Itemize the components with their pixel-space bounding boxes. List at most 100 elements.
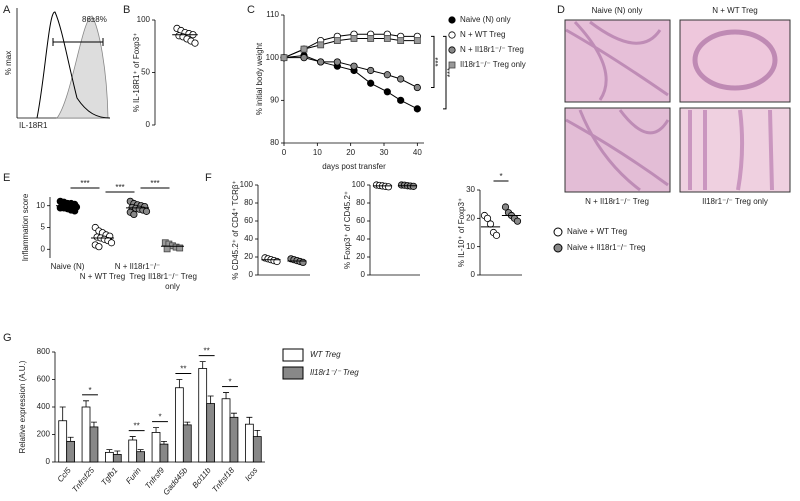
y-tick-label: 40 [244,234,253,243]
data-point [176,244,184,252]
tissue [688,109,774,191]
error-bar [106,449,113,453]
y-tick-label: 20 [356,252,365,261]
x-tick-label: 0 [282,148,287,157]
histology-panel: Naive (N) only N + WT Treg N + Il18r1⁻/⁻… [564,6,791,206]
x-axis-label: days post transfer [322,162,386,171]
data-point [299,258,307,266]
bar [221,398,231,463]
y-tick-label: 80 [244,198,253,207]
data-point [513,217,522,225]
y-tick-label: 5 [41,223,46,232]
data-point [409,182,418,190]
data-point [107,239,116,247]
significance-label: ** [204,347,210,356]
error-bar [207,395,214,404]
x-tick-label: Naive (N) [50,262,85,271]
data-point [501,203,510,211]
x-tick-label: Icos [243,466,259,483]
tissue [565,20,669,101]
bar [252,436,262,463]
x-tick-label: 40 [413,148,422,157]
bar [174,387,184,463]
x-tick-label: Bcl11b [191,465,214,489]
data-point [350,35,358,42]
tissue [692,29,778,91]
bar [105,451,114,463]
error-bar [59,406,66,421]
y-tick-label: 0 [46,457,51,466]
data-point [300,45,308,53]
data-point [397,96,405,104]
histogram-filled [56,15,109,119]
significance-label: ** [134,422,140,431]
y-tick-label: 90 [270,95,279,104]
y-tick-label: 600 [37,375,51,384]
y-tick-label: 100 [240,180,254,189]
data-point [130,210,138,219]
y-tick-label: 100 [137,15,151,24]
x-tick-label: 30 [380,148,389,157]
x-tick-label: Furin [124,465,143,485]
data-point [413,37,421,44]
bar [136,451,146,463]
data-point [448,16,456,24]
error-bar [246,416,253,425]
legend-swatch [282,348,304,362]
data-point [383,71,391,79]
x-tick-label: Gadd45b [161,465,189,496]
significance-label: *** [115,183,124,192]
y-tick-label: 0 [41,244,46,253]
legend-label: Naive + WT Treg [567,227,627,236]
significance-label: * [158,413,161,422]
significance-label: *** [80,179,89,188]
y-tick-label: 10 [36,201,45,210]
significance-label: *** [434,57,443,66]
data-point [397,75,405,83]
y-axis-label: % IL-10⁺ of Foxp3⁺ [457,198,466,267]
data-point [350,62,358,70]
data-point [383,35,391,42]
significance-label: * [499,172,502,181]
bar [128,439,138,463]
histology-label: Il18r1⁻/⁻ Treg only [702,197,768,206]
series-line [284,57,418,88]
data-point [483,214,492,222]
significance-label: * [228,378,231,387]
x-tick-label: N + Il18r1⁻/⁻ Treg [114,262,161,281]
error-bar [90,421,97,427]
data-point [486,220,495,228]
y-tick-label: 10 [466,242,475,251]
legend-label: Il18r1⁻/⁻ Treg only [460,60,526,69]
y-tick-label: 400 [37,402,51,411]
error-bar [114,450,121,455]
significance-label: * [88,386,91,395]
x-tick-label: 10 [313,148,322,157]
legend-label: Naive (N) only [460,15,511,24]
data-point [280,54,288,62]
bar [206,403,216,463]
bar [81,406,91,463]
legend-swatch [282,366,304,380]
data-point [142,207,151,215]
data-point [317,41,325,49]
legend-marker [553,227,563,237]
x-tick-label: Tgfb1 [99,466,119,487]
y-axis-label: Relative expression (A.U.) [18,360,27,453]
y-tick-label: 50 [141,68,150,77]
panel-letter: F [205,172,212,184]
legend-label: WT Treg [310,350,341,359]
data-point [367,79,375,87]
data-point [191,39,199,47]
data-point [300,54,308,62]
y-tick-label: 0 [146,120,151,129]
error-bar [184,421,191,425]
panel-letter: G [3,332,12,344]
data-point [383,88,391,96]
error-bar [199,361,206,369]
y-tick-label: 60 [356,216,365,225]
data-point [367,35,375,42]
y-tick-label: 0 [249,270,254,279]
y-axis-label: % max [4,51,13,75]
